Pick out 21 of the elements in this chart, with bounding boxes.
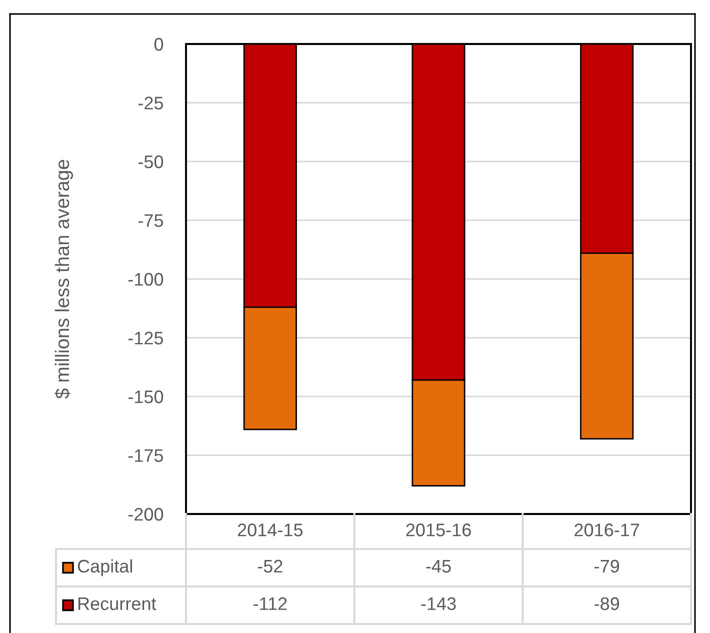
y-tick-label: -25 — [138, 96, 164, 110]
y-tick-label: 0 — [154, 38, 164, 51]
data-label: -79 — [594, 560, 620, 573]
data-label: -143 — [421, 597, 456, 610]
data-label: -45 — [426, 560, 451, 573]
y-tick-label: -75 — [138, 214, 164, 227]
data-label: -112 — [254, 597, 287, 610]
y-tick-label: -175 — [128, 449, 164, 462]
y-tick-label: -125 — [128, 332, 164, 344]
x-tick-label: 2014-15 — [238, 524, 303, 536]
y-tick-label: -150 — [128, 390, 164, 404]
y-tick-label: -50 — [138, 155, 164, 168]
data-label: -52 — [258, 560, 282, 573]
legend-label: Recurrent — [78, 597, 156, 610]
y-tick-label: -100 — [128, 272, 164, 286]
x-tick-label: 2016-17 — [574, 524, 640, 536]
legend-label: Capital — [78, 559, 132, 576]
x-tick-label: 2015-16 — [406, 524, 471, 536]
y-axis-title: $ millions less than average — [54, 160, 73, 399]
data-label: -89 — [594, 597, 620, 610]
y-tick-label: -200 — [128, 508, 164, 521]
